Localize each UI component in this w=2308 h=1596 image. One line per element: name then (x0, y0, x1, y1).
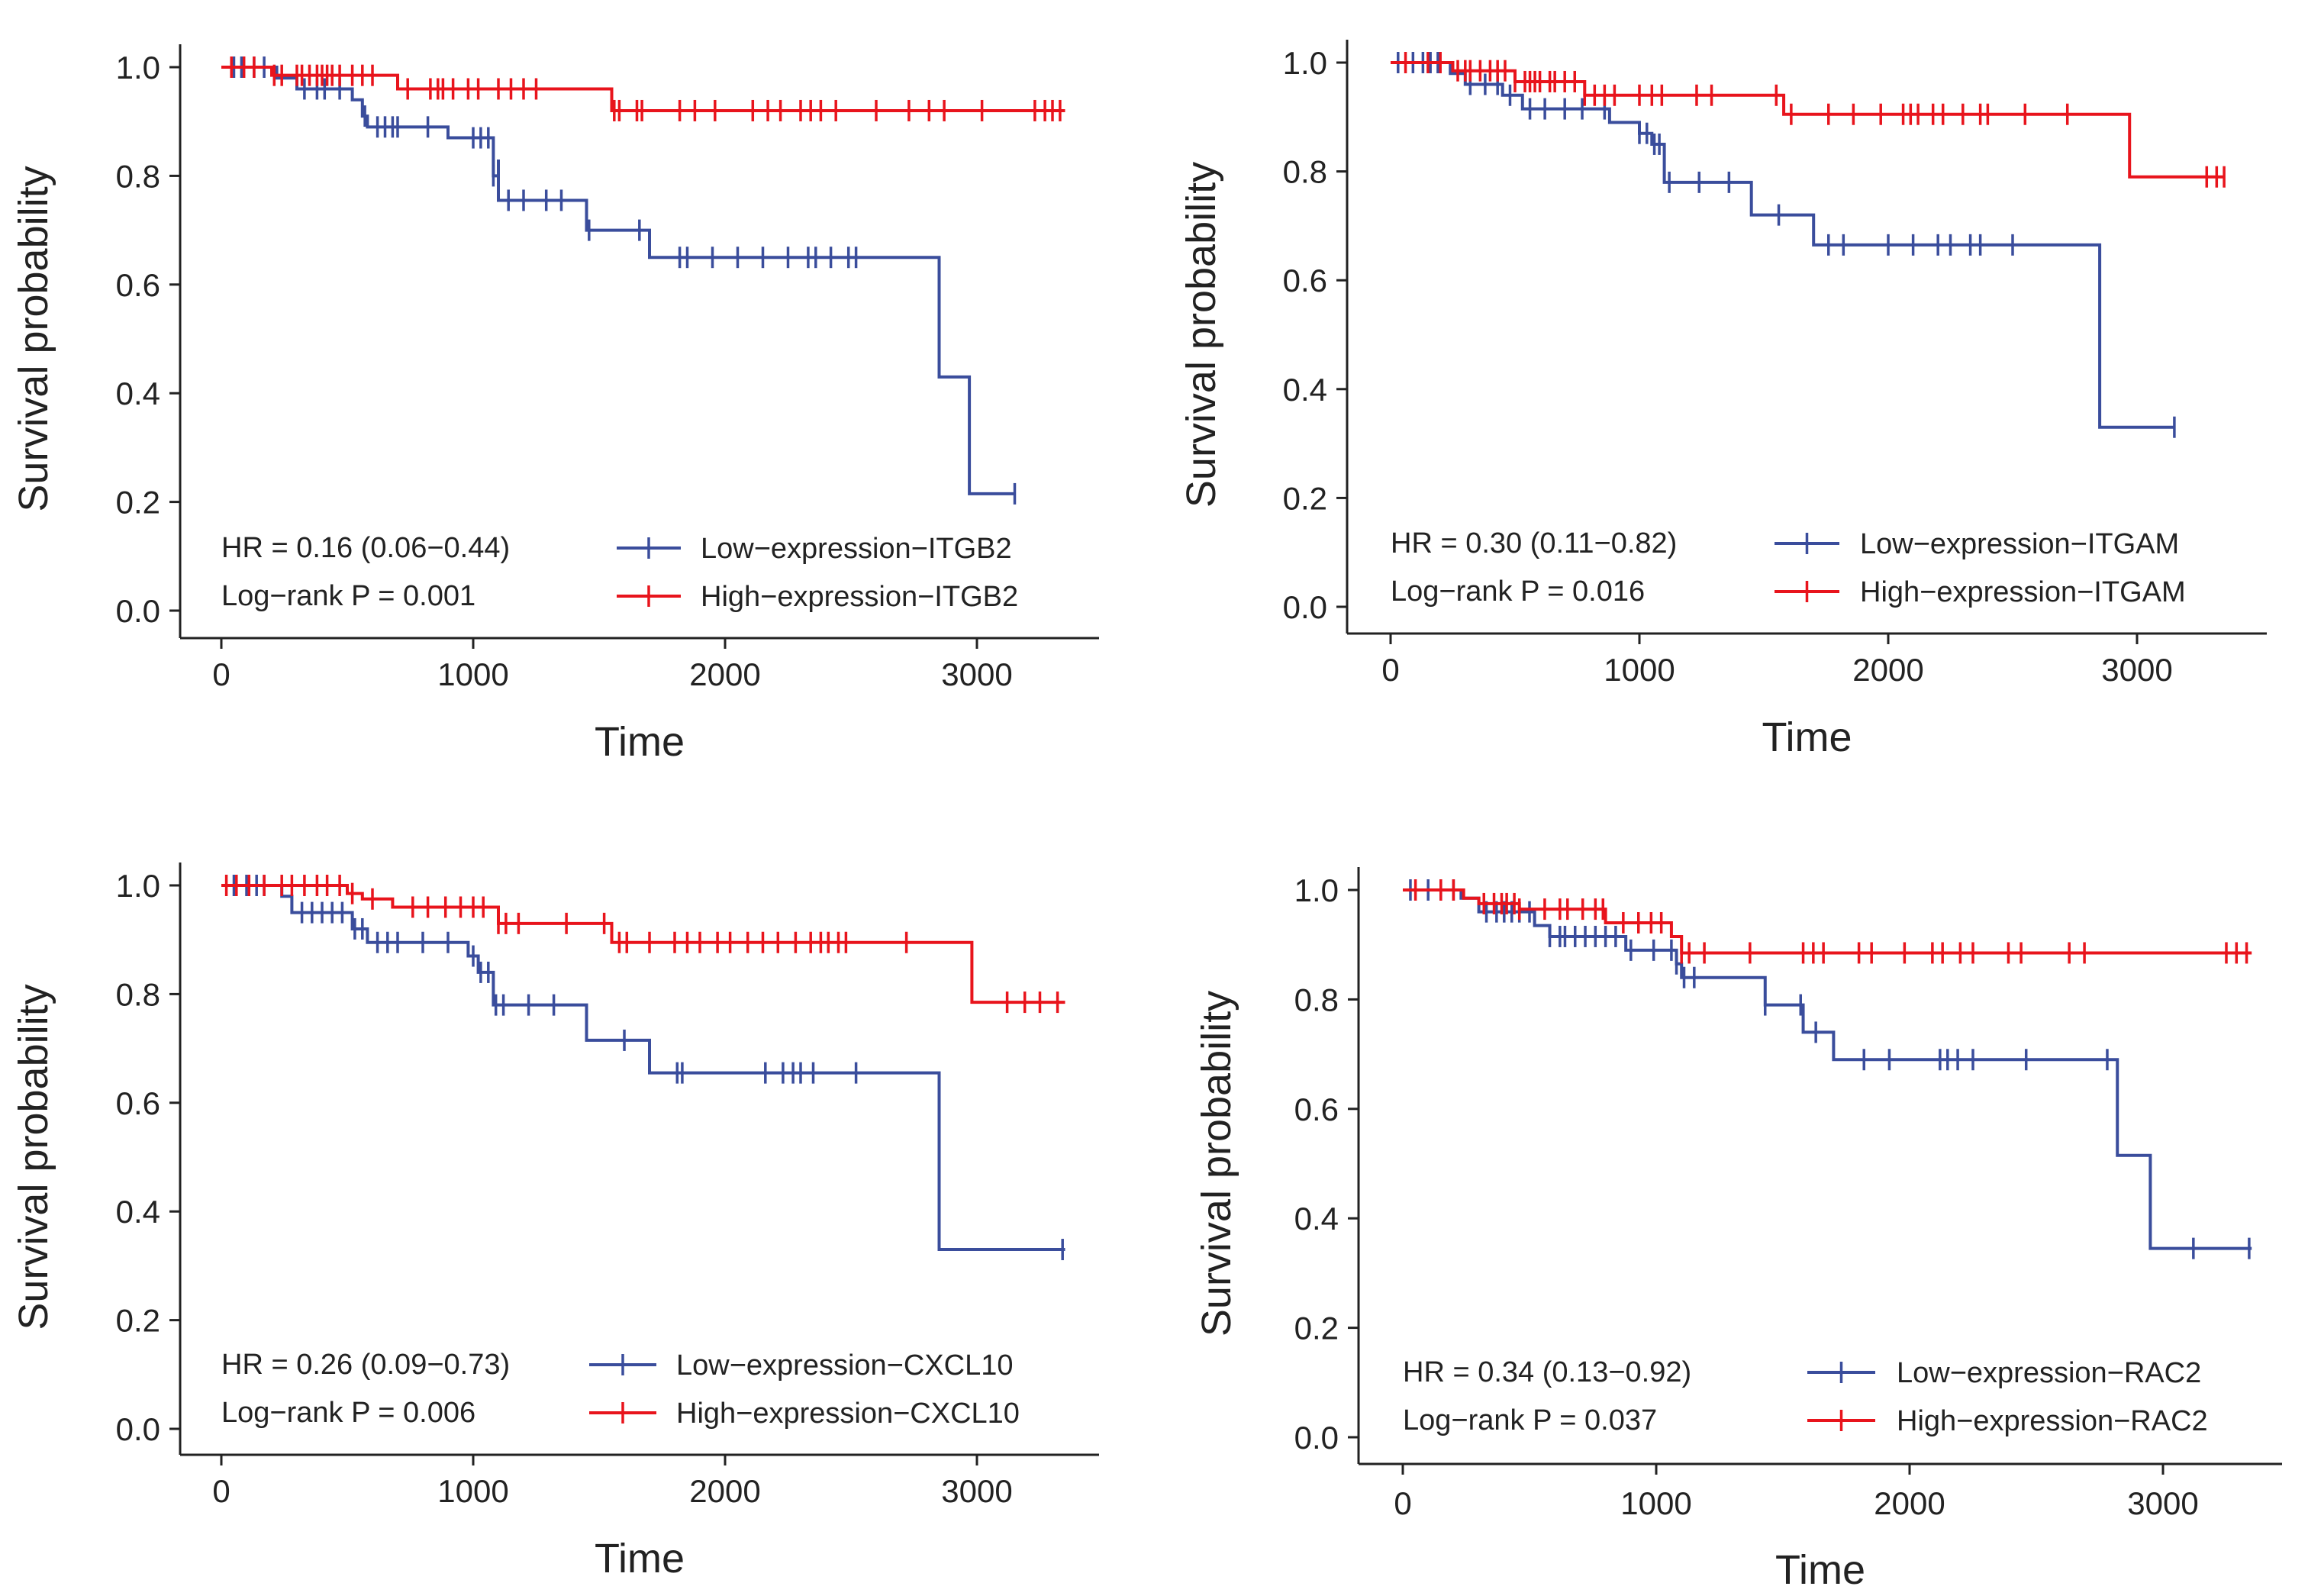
x-tick-label: 1000 (437, 656, 508, 692)
y-tick-label: 0.4 (1283, 372, 1327, 408)
km-series-high (221, 875, 1065, 1014)
km-panel-rac2: 0.0 0.2 0.4 0.6 0.8 1.0 0 1000 2000 3000 Time Survi… (1194, 867, 2282, 1593)
y-tick-label: 1.0 (1294, 872, 1339, 908)
hazard-ratio-text: HR = 0.16 (0.06−0.44) (221, 532, 510, 564)
legend-entry-low: Low−expression−CXCL10 (589, 1349, 1014, 1382)
y-tick-label: 0.8 (116, 976, 160, 1012)
km-curve (1403, 888, 2252, 955)
y-tick-label: 0.4 (116, 376, 160, 411)
log-rank-p-text: Log−rank P = 0.016 (1391, 576, 1645, 608)
km-series-high (1403, 879, 2252, 964)
log-rank-p-text: Log−rank P = 0.006 (221, 1397, 475, 1429)
km-series-low (1403, 879, 2252, 1259)
y-tick-label: 0.2 (1283, 480, 1327, 516)
x-axis-title: Time (595, 1536, 685, 1581)
legend-label: High−expression−CXCL10 (676, 1398, 1020, 1430)
y-tick-label: 1.0 (116, 868, 160, 904)
y-tick-label: 0.2 (116, 485, 160, 521)
x-tick-label: 0 (1381, 652, 1399, 688)
y-tick-label: 0.8 (116, 158, 160, 194)
y-tick-label: 1.0 (1283, 45, 1327, 81)
legend-entry-high: High−expression−ITGAM (1775, 576, 2186, 608)
km-curve (221, 884, 1065, 1004)
y-tick-label: 0.0 (116, 1411, 160, 1447)
legend-label: Low−expression−ITGAM (1860, 528, 2179, 560)
y-axis-title: Survival probability (1194, 991, 1239, 1336)
y-tick-label: 0.4 (1294, 1201, 1339, 1236)
legend-label: High−expression−ITGB2 (701, 581, 1018, 613)
y-tick-label: 1.0 (116, 50, 160, 85)
y-axis-title: Survival probability (1178, 162, 1224, 508)
km-panel-itgb2: 0.0 0.2 0.4 0.6 0.8 1.0 0 1000 2000 3000 Time Survi… (11, 44, 1099, 765)
x-tick-label: 0 (1394, 1485, 1411, 1521)
y-axis-title: Survival probability (11, 984, 56, 1330)
y-tick-label: 0.0 (116, 593, 160, 629)
x-tick-label: 3000 (941, 656, 1012, 692)
km-series-high (1391, 52, 2226, 188)
y-axis-title: Survival probability (11, 166, 56, 511)
legend-entry-high: High−expression−RAC2 (1807, 1405, 2208, 1437)
legend-label: Low−expression−CXCL10 (676, 1349, 1014, 1382)
x-tick-label: 1000 (1604, 652, 1675, 688)
hazard-ratio-text: HR = 0.26 (0.09−0.73) (221, 1349, 510, 1381)
km-series-low (221, 56, 1017, 505)
hazard-ratio-text: HR = 0.34 (0.13−0.92) (1403, 1356, 1691, 1388)
x-axis-title: Time (1775, 1547, 1865, 1593)
y-tick-label: 0.6 (116, 267, 160, 303)
x-tick-label: 2000 (1874, 1485, 1945, 1521)
legend-entry-low: Low−expression−ITGAM (1775, 528, 2179, 560)
km-series-low (221, 875, 1065, 1261)
x-tick-label: 3000 (2127, 1485, 2198, 1521)
legend-label: Low−expression−RAC2 (1897, 1357, 2201, 1389)
y-tick-label: 0.6 (1283, 263, 1327, 298)
km-curve (221, 66, 1015, 495)
legend-entry-high: High−expression−CXCL10 (589, 1398, 1020, 1430)
x-tick-label: 0 (212, 656, 230, 692)
km-panel-itgam: 0.0 0.2 0.4 0.6 0.8 1.0 0 1000 2000 3000 Time Survi… (1178, 40, 2267, 760)
x-tick-label: 2000 (689, 1473, 760, 1509)
x-tick-label: 2000 (689, 656, 760, 692)
km-series-high (221, 56, 1065, 121)
y-tick-label: 0.2 (1294, 1311, 1339, 1346)
km-curve (221, 884, 1065, 1252)
y-tick-label: 0.8 (1294, 982, 1339, 1017)
y-tick-label: 0.6 (1294, 1091, 1339, 1127)
hazard-ratio-text: HR = 0.30 (0.11−0.82) (1391, 527, 1677, 559)
legend-entry-high: High−expression−ITGB2 (617, 581, 1018, 613)
y-tick-label: 0.2 (116, 1303, 160, 1339)
x-axis-title: Time (1762, 714, 1852, 760)
legend-label: Low−expression−ITGB2 (701, 533, 1012, 565)
km-panel-cxcl10: 0.0 0.2 0.4 0.6 0.8 1.0 0 1000 2000 3000 Time Survi… (11, 862, 1099, 1581)
legend-label: High−expression−RAC2 (1897, 1405, 2208, 1437)
km-curve (1391, 61, 2174, 429)
x-tick-label: 1000 (1620, 1485, 1691, 1521)
y-tick-label: 0.4 (116, 1194, 160, 1230)
y-tick-label: 0.6 (116, 1085, 160, 1121)
x-tick-label: 3000 (2101, 652, 2172, 688)
y-tick-label: 0.0 (1283, 589, 1327, 625)
x-tick-label: 1000 (437, 1473, 508, 1509)
km-curve (1403, 888, 2252, 1250)
x-tick-label: 0 (212, 1473, 230, 1509)
legend-entry-low: Low−expression−ITGB2 (617, 533, 1012, 565)
log-rank-p-text: Log−rank P = 0.001 (221, 580, 475, 612)
x-tick-label: 2000 (1852, 652, 1923, 688)
log-rank-p-text: Log−rank P = 0.037 (1403, 1404, 1657, 1436)
y-tick-label: 0.8 (1283, 154, 1327, 190)
y-tick-label: 0.0 (1294, 1420, 1339, 1456)
x-axis-title: Time (595, 719, 685, 765)
x-tick-label: 3000 (941, 1473, 1012, 1509)
legend-label: High−expression−ITGAM (1860, 576, 2186, 608)
km-curve (221, 66, 1065, 112)
legend-entry-low: Low−expression−RAC2 (1807, 1357, 2201, 1389)
